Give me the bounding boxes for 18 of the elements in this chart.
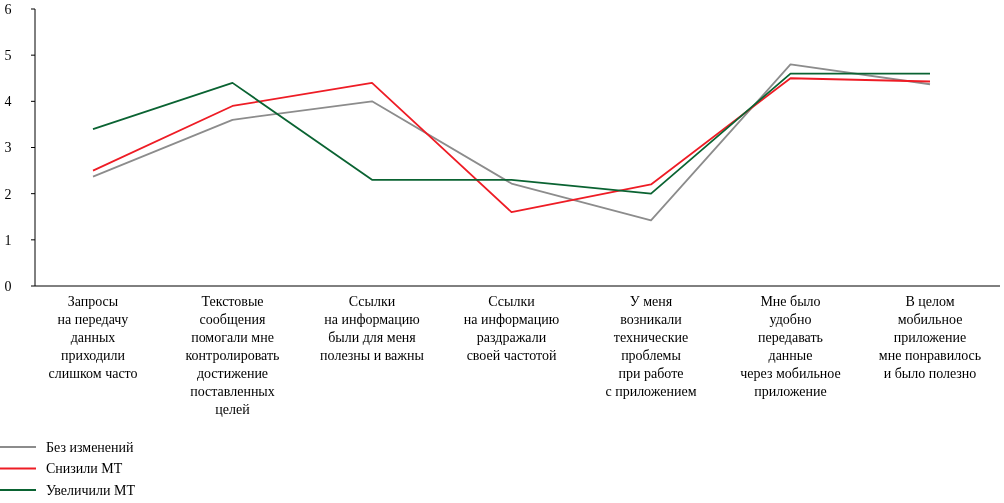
x-tick-label: Мне было удобно передавать данные через мобильное приложение (740, 294, 841, 399)
x-tick-label: Ссылки на информацию были для меня полезны и важны (320, 294, 425, 363)
legend-label: Снизили МТ (46, 461, 123, 477)
x-tick-label: У меня возникали технические проблемы при работе с приложением (605, 294, 697, 399)
y-tick-label: 0 (4, 278, 12, 294)
y-tick-label: 2 (4, 186, 12, 202)
y-tick-label: 6 (4, 1, 12, 17)
y-tick-label: 5 (4, 48, 12, 64)
x-tick-label: В целом мобильное приложение мне понравилось и было полезно (878, 294, 982, 381)
x-tick-label: Ссылки на информацию раздражали своей частотой (463, 294, 560, 363)
y-tick-label: 1 (4, 232, 12, 248)
legend-label: Увеличили МТ (46, 482, 136, 498)
y-tick-label: 4 (4, 94, 12, 110)
x-tick-label: Запросы на передачу данных приходили слишком часто (48, 294, 138, 381)
line-series (92, 72, 931, 195)
y-tick-label: 3 (4, 140, 12, 156)
x-tick-label: Текстовые сообщения помогали мне контролировать достижение поставленных целей (185, 294, 280, 417)
legend-label: Без изменений (46, 439, 135, 455)
